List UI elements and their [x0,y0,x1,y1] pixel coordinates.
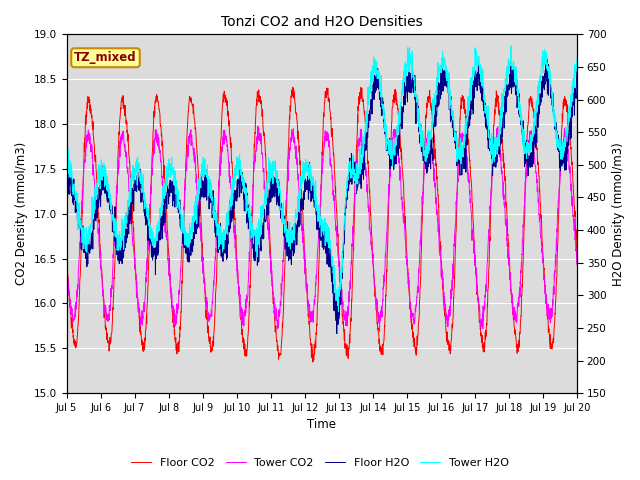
X-axis label: Time: Time [307,419,336,432]
Line: Tower CO2: Tower CO2 [67,126,577,331]
Floor H2O [337,296,344,302]
Floor H2O [205,177,212,182]
Tower CO2 [254,123,262,129]
Floor CO2 [289,84,296,90]
Floor CO2 [63,245,70,251]
Tower CO2 [348,261,355,267]
Tower CO2 [63,252,70,258]
Tower CO2 [470,240,478,245]
Legend: Floor CO2, Tower CO2, Floor H2O, Tower H2O: Floor CO2, Tower CO2, Floor H2O, Tower H… [126,453,514,472]
Title: Tonzi CO2 and H2O Densities: Tonzi CO2 and H2O Densities [221,15,422,29]
Tower CO2 [543,295,550,300]
Tower H2O [348,167,355,172]
Floor H2O [348,151,355,156]
Tower CO2 [337,289,344,295]
Floor H2O [63,192,70,198]
Tower H2O [507,43,515,49]
Floor CO2 [543,300,550,306]
Floor CO2 [470,238,478,244]
Tower H2O [337,284,344,289]
Floor H2O [470,78,477,84]
Floor H2O [542,52,550,58]
Floor H2O [573,67,581,72]
Line: Floor CO2: Floor CO2 [67,87,577,362]
Floor CO2 [573,251,581,256]
Floor H2O [333,331,340,336]
Floor H2O [543,74,550,80]
Tower H2O [335,309,342,314]
Y-axis label: H2O Density (mmol/m3): H2O Density (mmol/m3) [612,142,625,286]
Tower H2O [543,66,550,72]
Tower H2O [63,165,70,170]
Line: Floor H2O: Floor H2O [67,55,577,334]
Floor CO2 [337,280,344,286]
Floor CO2 [348,297,355,303]
Tower H2O [573,55,581,60]
Tower CO2 [376,328,383,334]
Line: Tower H2O: Tower H2O [67,46,577,312]
Floor CO2 [309,359,317,365]
Tower CO2 [573,262,581,268]
Y-axis label: CO2 Density (mmol/m3): CO2 Density (mmol/m3) [15,142,28,285]
Floor CO2 [205,334,212,340]
Tower CO2 [205,319,212,324]
Floor CO2 [529,99,536,105]
Text: TZ_mixed: TZ_mixed [74,51,137,64]
Tower H2O [470,73,477,79]
Floor H2O [528,155,536,161]
Tower H2O [529,136,536,142]
Tower CO2 [529,140,536,146]
Tower H2O [205,179,212,185]
